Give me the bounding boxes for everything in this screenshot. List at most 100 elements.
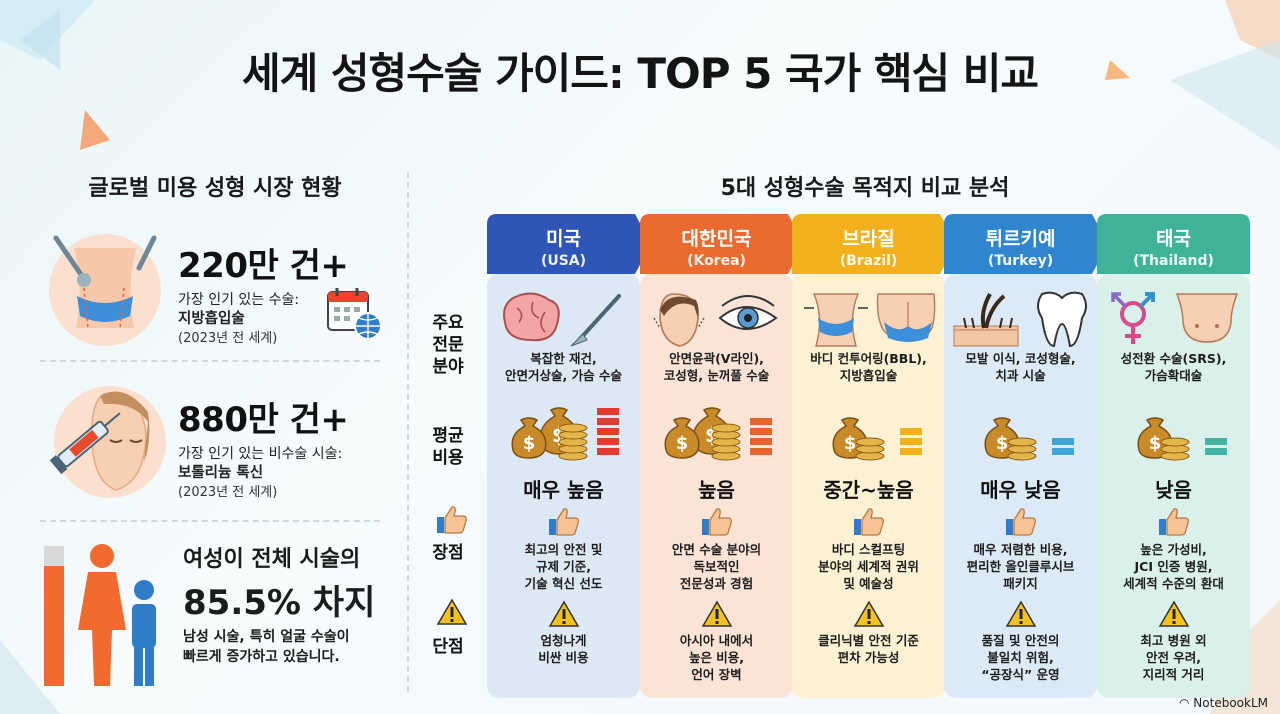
cost-bar: [750, 418, 772, 425]
pros-line: 규제 기준,: [535, 559, 592, 574]
left-divider-2: [40, 520, 380, 522]
country-name: 태국: [1156, 228, 1191, 250]
pros-text: 높은 가성비, JCI 인증 병원, 세계적 수준의 환대: [1101, 541, 1246, 592]
cost-bar: [750, 448, 772, 455]
pros-line: 매우 저렴한 비용,: [973, 542, 1068, 557]
female-male-ratio-icon: [44, 544, 156, 686]
svg-text:$: $: [523, 433, 536, 454]
stat-surgery-year: (2023년 전 세계): [178, 331, 278, 346]
specialty-line: 안면거상술, 가슴 수술: [505, 368, 622, 383]
country-header: 대한민국 (Korea): [640, 214, 793, 274]
cons-line: 아시아 내에서: [679, 633, 754, 648]
female-share-title: 여성이 전체 시술의: [183, 547, 361, 572]
cost-level-label: 매우 낮음: [980, 478, 1061, 502]
specialty-line: 가슴확대술: [1144, 368, 1203, 383]
specialty-illustration: [646, 288, 786, 354]
brand-label: ◠ NotebookLM: [1179, 696, 1268, 710]
botox-injection-face-icon: [49, 386, 166, 498]
country-header-shape: [944, 214, 1108, 274]
pros-line: 안면 수술 분야의: [671, 542, 762, 557]
cost-bar: [597, 418, 619, 425]
row-label-cons: 단점: [432, 637, 464, 657]
cons-line: 지리적 거리: [1142, 667, 1205, 682]
left-panel-title: 글로벌 미용 성형 시장 현황: [88, 176, 342, 201]
specialty-line: 바디 컨투어링(BBL),: [810, 351, 927, 366]
cost-bar: [1205, 448, 1227, 455]
calendar-globe-icon: [327, 288, 382, 340]
svg-text:$: $: [844, 433, 857, 454]
stat-surgery-label: 가장 인기 있는 수술:: [178, 292, 300, 308]
cost-level-label: 매우 높음: [523, 478, 604, 502]
cost-bar: [597, 428, 619, 435]
country-column-thailand: 태국 (Thailand) 성전환 수술(SRS), 가슴확대술 $ 낮음 높은 가성비, J…: [1097, 214, 1250, 698]
cost-bar: [900, 428, 922, 435]
pros-line: 패키지: [1003, 576, 1038, 591]
specialty-line: 지방흡입술: [839, 368, 898, 383]
country-header-shape: [1097, 214, 1250, 274]
svg-text:$: $: [996, 433, 1009, 454]
country-name: 미국: [546, 228, 581, 250]
pros-line: 편리한 올인클루시브: [966, 559, 1075, 574]
country-name-en: (USA): [540, 253, 587, 269]
cons-line: “공장식” 운영: [981, 667, 1060, 682]
country-header: 튀르키예 (Turkey): [944, 214, 1097, 274]
cons-text: 최고 병원 외 안전 우려, 지리적 거리: [1101, 632, 1246, 683]
cost-level-label: 낮음: [1155, 478, 1192, 502]
country-header: 미국 (USA): [487, 214, 640, 274]
cost-bar: [900, 448, 922, 455]
cost-bar: [900, 438, 922, 445]
cost-bar: [597, 438, 619, 445]
pros-line: 분야의 세계적 권위: [818, 559, 919, 574]
cost-bar: [597, 408, 619, 415]
stat-surgery-count: 220만 건+: [178, 246, 349, 286]
thumbs-up-icon: [1159, 508, 1189, 536]
row-label-pros: 장점: [432, 543, 464, 563]
row-label-specialty: 주요 전문 분야: [432, 313, 464, 377]
specialty-text: 바디 컨투어링(BBL), 지방흡입술: [796, 350, 941, 384]
warning-icon: [1158, 600, 1190, 627]
vertical-divider: [407, 172, 409, 692]
thumbs-up-icon: [854, 508, 884, 536]
cons-line: 품질 및 안전의: [981, 633, 1060, 648]
country-header-shape: [792, 214, 956, 274]
cost-bar: [1205, 438, 1227, 445]
specialty-line: 코성형, 눈꺼풀 수술: [663, 368, 770, 383]
warning-icon: [853, 600, 885, 627]
stat-nonsurgical-name: 보톨리늄 톡신: [178, 465, 264, 481]
country-column-body: [1097, 274, 1250, 698]
face-eye-icon: [653, 293, 778, 347]
stat-nonsurgical-year: (2023년 전 세계): [178, 485, 278, 500]
country-header-shape: [487, 214, 651, 274]
pros-line: JCI 인증 병원,: [1134, 559, 1213, 574]
female-share-desc-2: 빠르게 증가하고 있습니다.: [183, 649, 340, 665]
warning-icon: [436, 598, 468, 625]
country-name-en: (Brazil): [839, 253, 898, 269]
pros-line: 독보적인: [693, 559, 740, 574]
cons-line: 엄청나게: [540, 633, 587, 648]
warning-icon: [548, 600, 580, 627]
svg-text:$: $: [676, 433, 689, 454]
pros-line: 최고의 안전 및: [524, 542, 603, 557]
cost-level-icon: $$: [511, 407, 619, 461]
page-title: 세계 성형수술 가이드: TOP 5 국가 핵심 비교: [241, 49, 1039, 98]
left-divider-1: [40, 360, 380, 362]
pros-line: 세계적 수준의 환대: [1123, 576, 1224, 591]
country-name-en: (Korea): [687, 253, 746, 269]
country-column-body: [487, 274, 640, 698]
specialty-line: 안면윤곽(V라인),: [669, 351, 764, 366]
female-share-desc: 남성 시술, 특히 얼굴 수술이 빠르게 증가하고 있습니다.: [183, 627, 383, 667]
cons-text: 아시아 내에서 높은 비용, 언어 장벽: [644, 632, 789, 683]
cons-line: 안전 우려,: [1145, 650, 1202, 665]
specialty-text: 모발 이식, 코성형술, 치과 시술: [948, 350, 1093, 384]
svg-text:$: $: [1149, 433, 1162, 454]
specialty-text: 성전환 수술(SRS), 가슴확대술: [1101, 350, 1246, 384]
right-panel-title: 5대 성형수술 목적지 비교 분석: [720, 176, 1010, 201]
pros-line: 기술 혁신 선도: [524, 576, 603, 591]
brain-scalpel-icon: [503, 292, 621, 347]
country-name: 대한민국: [681, 228, 752, 250]
female-share-value: 85.5% 차지: [183, 583, 376, 623]
cons-line: 비싼 비용: [538, 650, 589, 665]
cost-bar: [597, 448, 619, 455]
